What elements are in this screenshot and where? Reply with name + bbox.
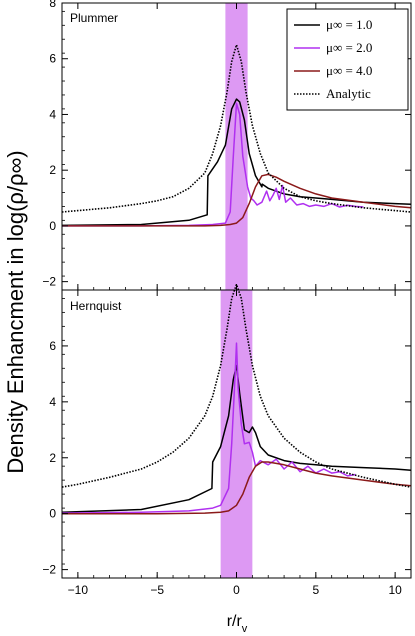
hernquist-shaded-band — [220, 290, 253, 578]
legend-label-mu-1-0: μ∞ = 1.0 — [326, 17, 372, 32]
hernquist-xtick-label: −10 — [68, 583, 89, 597]
x-axis-label: r/rv — [227, 613, 248, 635]
plummer-ytick-label: 6 — [49, 52, 56, 66]
panel-plummer: −2 0 2 4 6 8 — [42, 0, 412, 291]
legend-label-mu-4-0: μ∞ = 4.0 — [326, 63, 372, 78]
legend-label-analytic: Analytic — [326, 86, 371, 101]
legend: μ∞ = 1.0 μ∞ = 2.0 μ∞ = 4.0 Analytic — [286, 8, 409, 111]
hernquist-series-analytic — [61, 283, 412, 488]
plummer-series-mu-2-0 — [62, 102, 364, 227]
hernquist-ytick-label: 6 — [49, 339, 56, 353]
hernquist-ytick-label: 0 — [49, 507, 56, 521]
plummer-ytick-label: 4 — [49, 107, 56, 121]
panel-hernquist: −2 0 2 4 6 −10 −5 0 5 10 — [42, 283, 412, 597]
hernquist-xtick-label: 5 — [312, 583, 319, 597]
legend-label-mu-2-0: μ∞ = 2.0 — [326, 40, 372, 55]
plummer-ytick-label: 8 — [49, 0, 56, 10]
plummer-ytick-label: −2 — [42, 275, 56, 289]
hernquist-series-mu-4-0 — [62, 461, 412, 515]
legend-box — [286, 8, 409, 111]
hernquist-ytick-label: −2 — [42, 563, 56, 577]
hernquist-series-mu-2-0 — [61, 342, 356, 514]
panel-label-plummer: Plummer — [70, 11, 118, 25]
y-axis-label: Density Enhancment in log(ρ/ρ∞) — [3, 150, 28, 473]
hernquist-xtick-label: −5 — [150, 583, 164, 597]
hernquist-xtick-label: 10 — [388, 583, 402, 597]
plummer-ytick-label: 0 — [49, 219, 56, 233]
hernquist-xtick-label: 0 — [233, 583, 240, 597]
plummer-series-mu-1-0 — [61, 98, 412, 227]
panel-label-hernquist: Hernquist — [70, 299, 122, 313]
plummer-ytick-label: 2 — [49, 163, 56, 177]
plummer-series-mu-4-0 — [62, 173, 412, 227]
hernquist-series-mu-1-0 — [61, 364, 412, 514]
hernquist-ytick-label: 4 — [49, 395, 56, 409]
hernquist-ytick-label: 2 — [49, 451, 56, 465]
